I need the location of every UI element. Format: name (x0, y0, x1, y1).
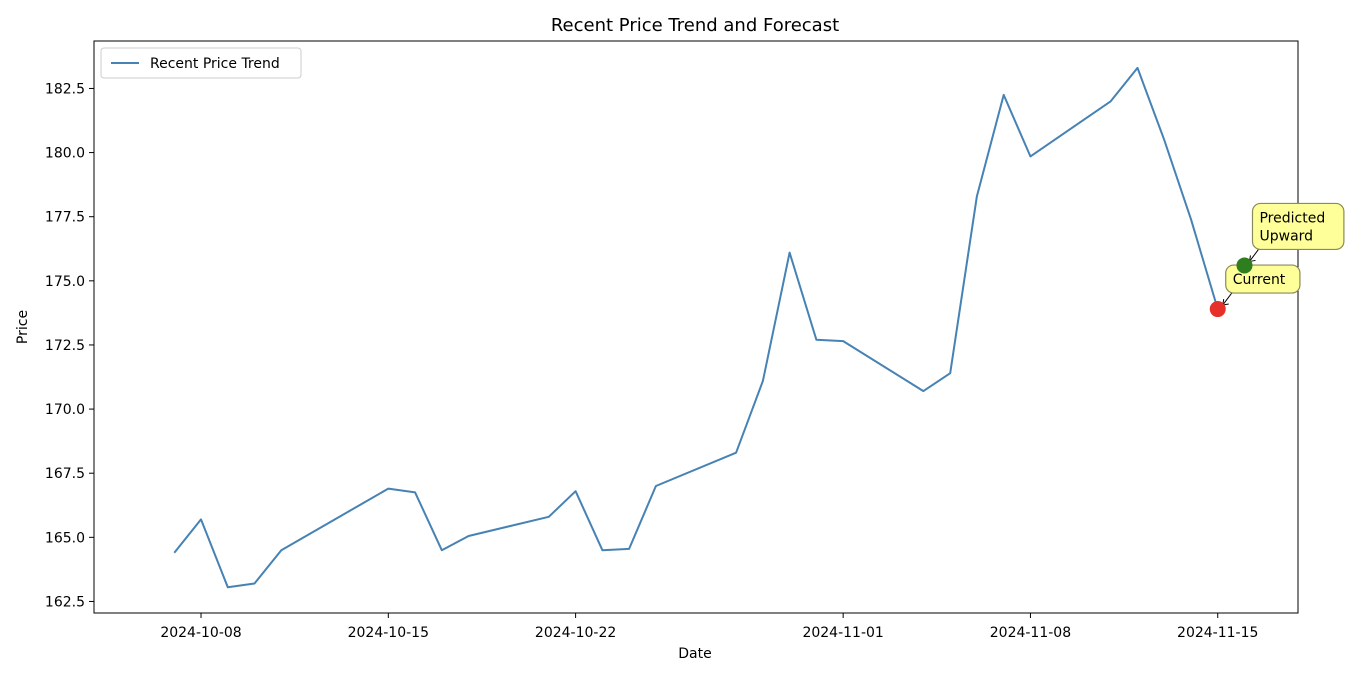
series-line (173, 66, 1219, 589)
marker-layer: Current Predicted Upward (1209, 202, 1345, 318)
legend-box (100, 47, 302, 79)
annotation-box (1251, 202, 1345, 251)
x-tick-label: 2024-11-01 (802, 625, 883, 641)
x-tick-label: 2024-10-15 (348, 625, 429, 641)
x-tick-label: 2024-10-22 (535, 625, 616, 641)
annotation-label: Current (1233, 272, 1286, 288)
chart-title: Recent Price Trend and Forecast (551, 15, 839, 36)
legend: Recent Price Trend (100, 47, 302, 79)
y-tick-label: 162.5 (45, 594, 85, 610)
y-tick-label: 180.0 (45, 146, 85, 162)
y-tick-label: 175.0 (45, 274, 85, 290)
x-tick-label: 2024-10-08 (160, 625, 241, 641)
annotation-arrow (1222, 292, 1233, 306)
series-layer (173, 66, 1219, 589)
marker-point (1236, 257, 1253, 274)
y-tick-label: 165.0 (45, 530, 85, 546)
annotation-label: Predicted (1259, 210, 1325, 226)
plot-area (93, 40, 1299, 614)
annotation-arrow (1249, 249, 1259, 262)
y-tick-label: 182.5 (45, 81, 85, 97)
y-axis-label: Price (15, 310, 31, 344)
x-tick-label: 2024-11-08 (990, 625, 1071, 641)
y-tick-label: 167.5 (45, 466, 85, 482)
marker-point (1209, 301, 1226, 318)
legend-label: Recent Price Trend (150, 56, 280, 72)
x-axis-label: Date (678, 646, 711, 662)
y-axis: 162.5 165.0 167.5 170.0 172.5 175.0 177.5 180.0… (45, 81, 94, 610)
x-tick-label: 2024-11-15 (1177, 625, 1258, 641)
y-tick-label: 170.0 (45, 402, 85, 418)
y-tick-label: 177.5 (45, 210, 85, 226)
annotation-label: Upward (1259, 228, 1313, 244)
x-axis: 2024-10-08 2024-10-15 2024-10-22 2024-11-01… (160, 613, 1258, 641)
y-tick-label: 172.5 (45, 338, 85, 354)
